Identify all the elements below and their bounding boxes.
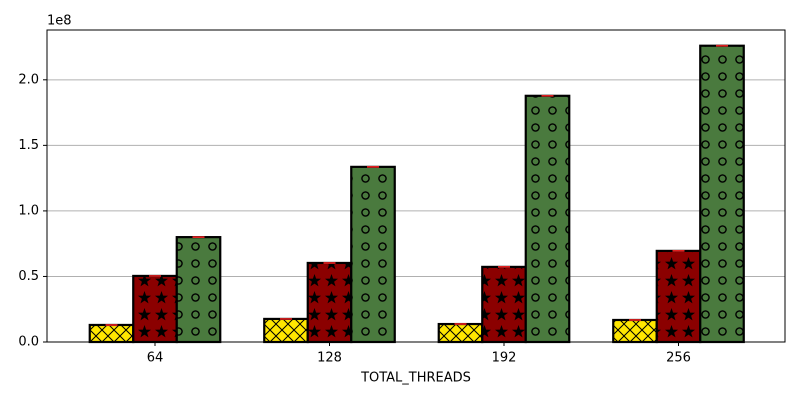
y-offset-label: 1e8 (47, 14, 72, 29)
error-bar (672, 250, 685, 252)
bar-hatch (306, 261, 353, 344)
y-tick-label: 0.0 (18, 335, 39, 350)
bar-hatch (524, 94, 571, 344)
bar-hatch (350, 165, 396, 344)
y-tick-label: 1.0 (18, 203, 39, 218)
error-bar (149, 275, 161, 277)
x-tick-label: 128 (317, 351, 342, 366)
error-bar (498, 266, 510, 268)
error-bar (716, 44, 728, 47)
error-bar (367, 165, 379, 168)
error-bar (541, 94, 554, 97)
x-tick-label: 256 (666, 351, 691, 366)
bar-hatch (437, 322, 484, 344)
bar-hatch (699, 44, 745, 344)
x-axis-label: TOTAL_THREADS (360, 371, 471, 386)
bar-hatch (263, 317, 309, 344)
y-tick-label: 0.5 (18, 269, 39, 284)
error-bar (280, 318, 292, 320)
bar-hatch (612, 318, 658, 344)
y-tick-label: 1.5 (18, 138, 39, 153)
bar-hatch (88, 323, 135, 344)
bar-hatch (175, 236, 222, 344)
error-bar (454, 323, 467, 325)
bar-hatch (655, 249, 702, 344)
error-bar (629, 319, 641, 321)
error-bar (323, 262, 336, 264)
error-bar (192, 236, 205, 238)
y-tick-label: 2.0 (18, 72, 39, 87)
plot-frame (46, 29, 786, 343)
bar-hatch (481, 265, 527, 344)
bar-hatch (132, 274, 178, 344)
error-bar (105, 324, 118, 326)
x-tick-label: 192 (492, 351, 517, 366)
x-tick-label: 64 (147, 351, 164, 366)
